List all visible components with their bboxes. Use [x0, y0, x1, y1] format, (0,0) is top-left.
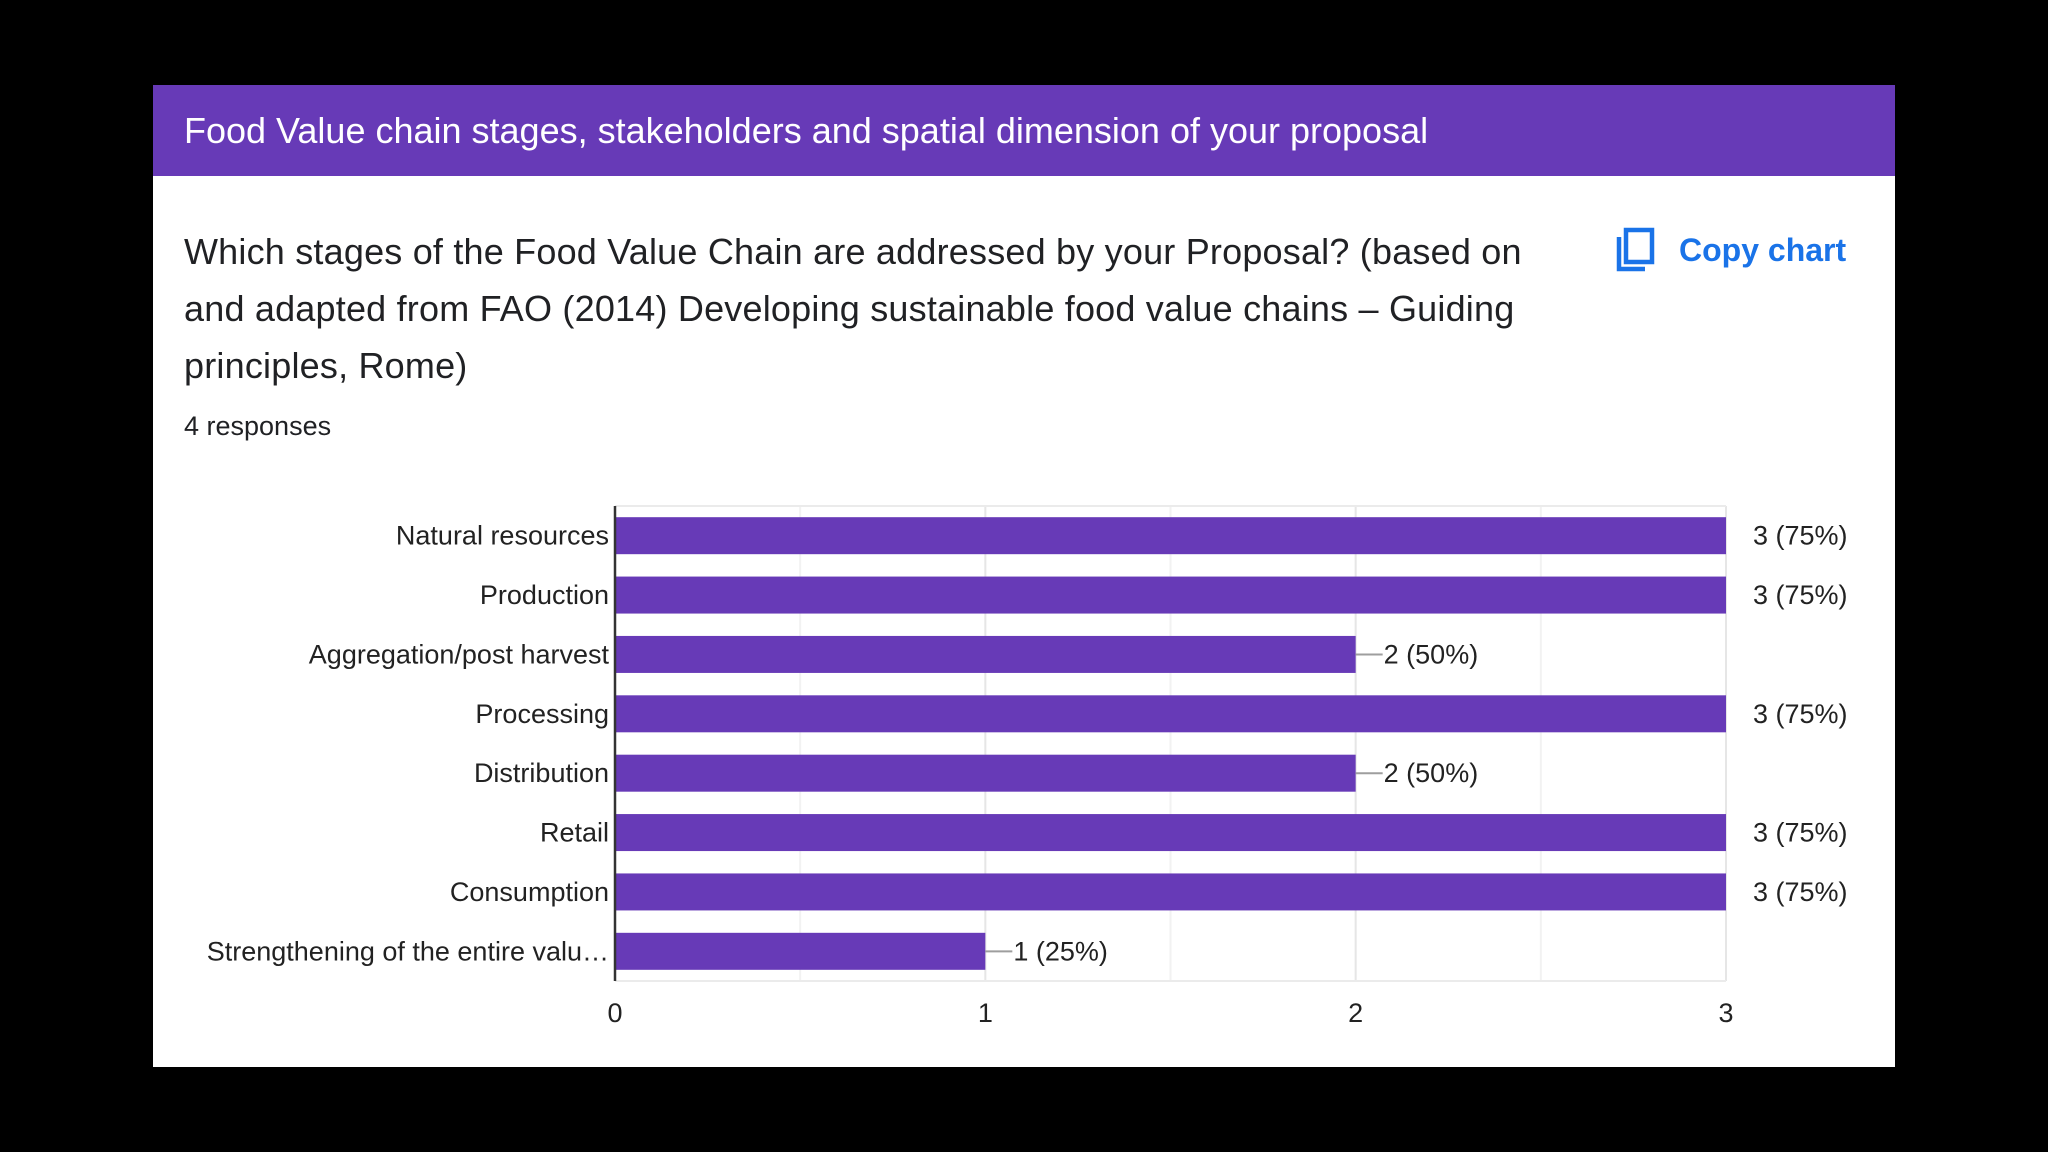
bar: [615, 754, 1356, 792]
question-title: Which stages of the Food Value Chain are…: [184, 231, 1522, 386]
bar: [615, 635, 1356, 673]
x-tick-label: 1: [978, 998, 993, 1028]
data-label: 3 (75%): [1753, 818, 1848, 848]
category-label: Production: [480, 580, 609, 610]
category-label: Retail: [540, 818, 609, 848]
copy-chart-label: Copy chart: [1679, 231, 1847, 268]
bar: [615, 814, 1726, 852]
data-label: 3 (75%): [1753, 521, 1848, 551]
section-header: Food Value chain stages, stakeholders an…: [153, 85, 1895, 176]
bar: [615, 695, 1726, 733]
data-label: 3 (75%): [1753, 699, 1848, 729]
bar: [615, 517, 1726, 555]
data-label: 2 (50%): [1384, 758, 1479, 788]
x-tick-label: 2: [1348, 998, 1363, 1028]
chart-card: Food Value chain stages, stakeholders an…: [153, 85, 1895, 1067]
copy-chart-button[interactable]: Copy chart: [1615, 220, 1846, 280]
x-tick-label: 3: [1718, 998, 1733, 1028]
copy-icon: [1616, 227, 1655, 272]
bar: [615, 873, 1726, 911]
category-label: Natural resources: [396, 521, 609, 551]
bar: [615, 576, 1726, 614]
data-label: 3 (75%): [1753, 877, 1848, 907]
x-tick-label: 0: [607, 998, 622, 1028]
bar: [615, 932, 986, 970]
category-label: Aggregation/post harvest: [309, 639, 610, 669]
response-count: 4 responses: [184, 411, 332, 441]
data-label: 3 (75%): [1753, 580, 1848, 610]
category-label: Distribution: [474, 758, 609, 788]
category-label: Strengthening of the entire valu…: [207, 936, 609, 966]
category-label: Processing: [475, 699, 609, 729]
category-label: Consumption: [450, 877, 609, 907]
data-label: 1 (25%): [1013, 936, 1108, 966]
data-label: 2 (50%): [1384, 639, 1479, 669]
